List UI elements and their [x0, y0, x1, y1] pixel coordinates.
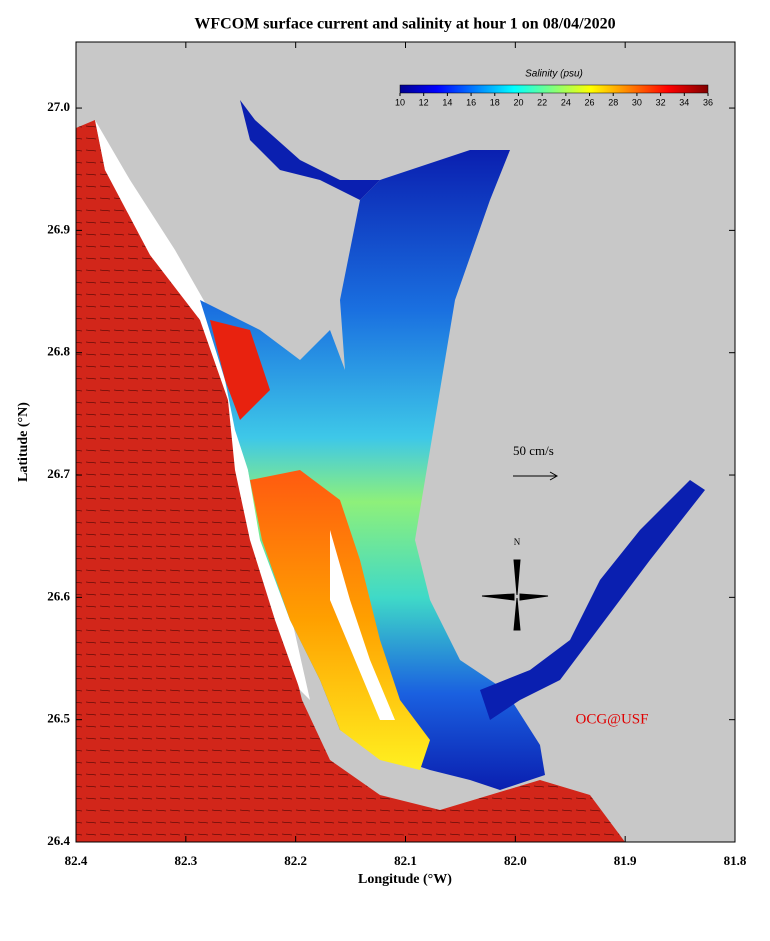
y-tick-label: 26.5 — [47, 711, 70, 726]
x-tick-label: 82.1 — [394, 853, 417, 868]
scale-arrow-label: 50 cm/s — [513, 443, 554, 458]
caloosahatchee-river — [480, 480, 705, 720]
x-tick-label: 81.9 — [614, 853, 637, 868]
y-axis-label: Latitude (°N) — [16, 402, 31, 482]
x-axis-label: Longitude (°W) — [358, 872, 452, 887]
x-tick-label: 82.3 — [174, 853, 197, 868]
colorbar-tick-label: 10 — [395, 97, 405, 107]
colorbar-tick-label: 28 — [608, 97, 618, 107]
north-label: N — [514, 537, 521, 547]
colorbar-tick-label: 14 — [442, 97, 452, 107]
colorbar-tick-label: 26 — [585, 97, 595, 107]
y-tick-label: 26.4 — [47, 833, 70, 848]
colorbar-tick-label: 24 — [561, 97, 571, 107]
colorbar-tick-label: 16 — [466, 97, 476, 107]
lemon-bay — [210, 320, 270, 420]
x-tick-label: 82.0 — [504, 853, 527, 868]
colorbar-title: Salinity (psu) — [525, 69, 583, 80]
colorbar-tick-label: 30 — [632, 97, 642, 107]
colorbar-tick-label: 36 — [703, 97, 713, 107]
y-tick-label: 26.8 — [47, 344, 70, 359]
current-vectors — [76, 120, 625, 842]
colorbar — [399, 84, 709, 94]
colorbar-tick-label: 32 — [656, 97, 666, 107]
x-tick-label: 82.2 — [284, 853, 307, 868]
y-tick-label: 26.7 — [47, 466, 70, 481]
colorbar-tick-label: 12 — [419, 97, 429, 107]
title: WFCOM surface current and salinity at ho… — [194, 16, 615, 33]
peace-river — [240, 100, 380, 200]
colorbar-tick-label: 22 — [537, 97, 547, 107]
colorbar-tick-label: 34 — [679, 97, 689, 107]
barrier-islands — [95, 120, 310, 700]
scale-arrow-head — [549, 471, 559, 481]
credit: OCG@USF — [575, 711, 648, 727]
compass-rose — [481, 559, 549, 631]
colorbar-tick-label: 20 — [513, 97, 523, 107]
colorbar-tick-label: 18 — [490, 97, 500, 107]
y-tick-label: 26.6 — [47, 588, 70, 603]
x-tick-label: 82.4 — [65, 853, 88, 868]
y-tick-label: 26.9 — [47, 221, 70, 236]
y-tick-label: 27.0 — [47, 99, 70, 114]
x-tick-label: 81.8 — [724, 853, 747, 868]
pine-island — [330, 530, 395, 720]
charlotte-harbor — [200, 150, 545, 790]
